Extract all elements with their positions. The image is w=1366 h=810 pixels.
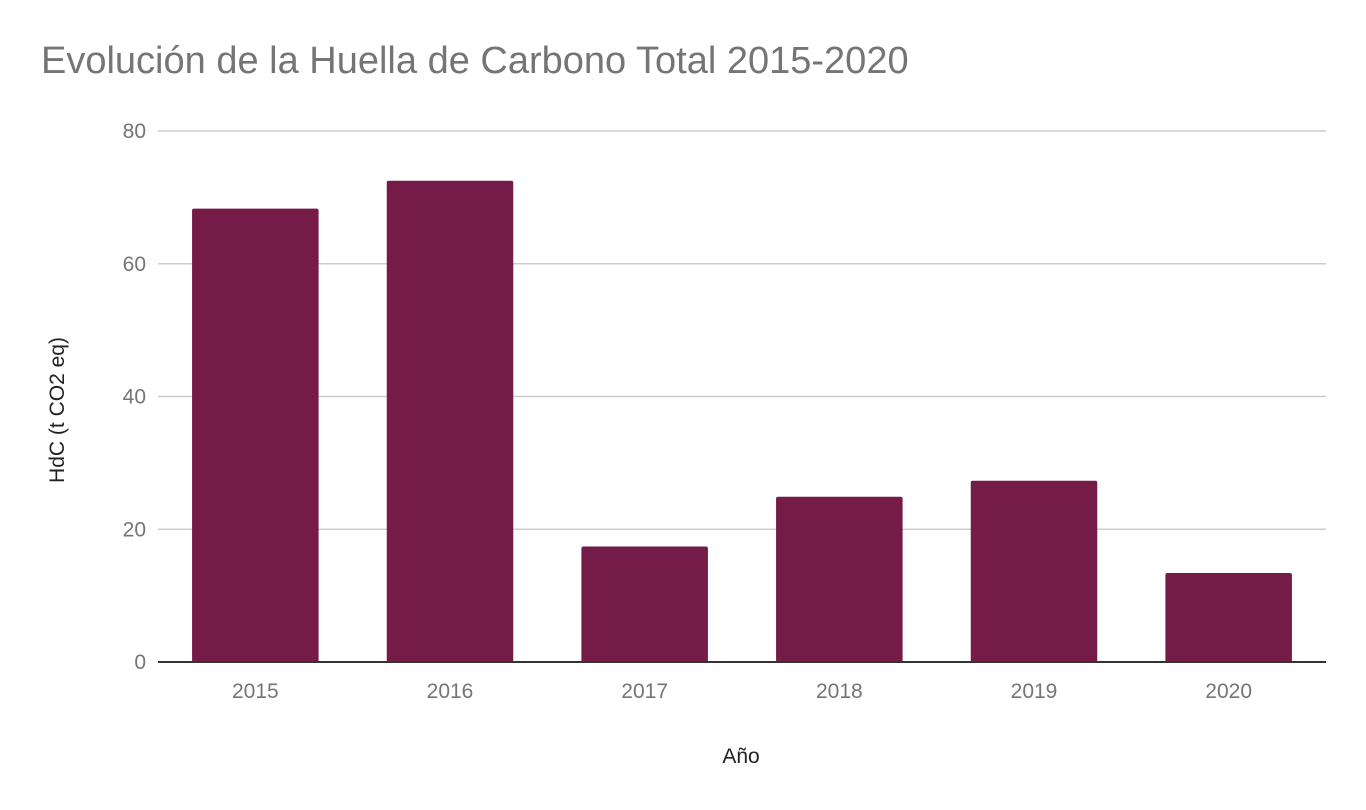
x-axis-ticks: 2015 2016 2017 2018 2019 2020	[232, 680, 1252, 703]
y-axis-ticks: 0 20 40 60 80	[123, 120, 146, 674]
x-tick-label: 2020	[1205, 680, 1252, 703]
gridlines	[158, 130, 1326, 530]
x-tick-label: 2016	[427, 680, 474, 703]
y-tick-label: 40	[123, 386, 146, 409]
bar-2016	[386, 180, 514, 662]
bar-2019	[970, 480, 1098, 662]
x-axis-title: Año	[722, 745, 759, 768]
bars	[192, 180, 1292, 662]
bar-2018	[776, 496, 903, 662]
y-tick-label: 20	[123, 518, 146, 541]
x-tick-label: 2015	[232, 680, 279, 703]
x-tick-label: 2018	[816, 680, 863, 703]
x-tick-label: 2019	[1011, 680, 1058, 703]
y-tick-label: 80	[123, 120, 146, 143]
chart-title: Evolución de la Huella de Carbono Total …	[41, 40, 909, 82]
y-axis-title: HdC (t CO2 eq)	[46, 337, 69, 483]
x-tick-label: 2017	[621, 680, 668, 703]
y-tick-label: 0	[134, 651, 146, 674]
bar-2015	[192, 208, 319, 662]
bar-2017	[581, 546, 708, 662]
y-tick-label: 60	[123, 253, 146, 276]
bar-2020	[1165, 573, 1292, 662]
